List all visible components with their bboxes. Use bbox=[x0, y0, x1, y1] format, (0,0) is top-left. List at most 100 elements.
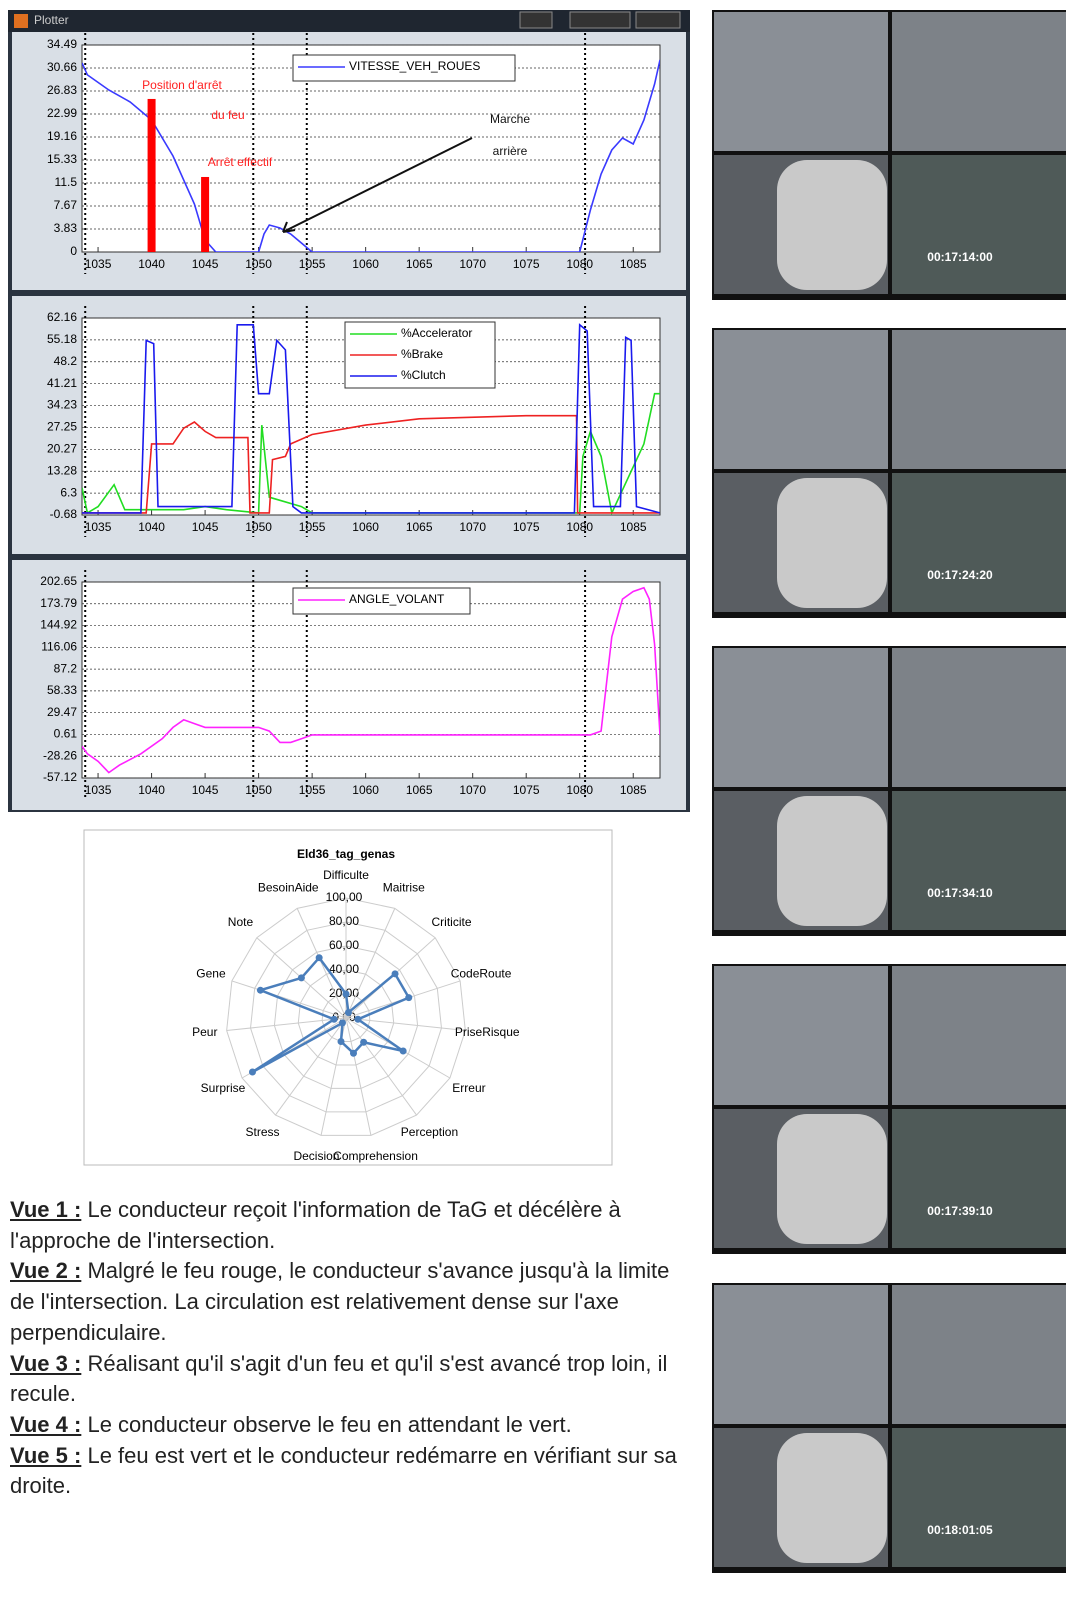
radar-tick-label: 80,00 bbox=[329, 914, 359, 928]
caption-label: Vue 4 : bbox=[10, 1411, 82, 1437]
video-quadrant bbox=[892, 1285, 1066, 1424]
y-tick-label: 3.83 bbox=[54, 221, 78, 235]
x-tick-label: 1080 bbox=[566, 257, 593, 271]
video-quadrant bbox=[892, 648, 1066, 787]
radar-category: CodeRoute bbox=[451, 966, 512, 980]
radar-spoke bbox=[231, 980, 347, 1019]
caption-label: Vue 5 : bbox=[10, 1442, 82, 1468]
x-tick-label: 1080 bbox=[566, 783, 593, 797]
y-tick-label: 34.49 bbox=[47, 37, 77, 51]
y-tick-label: 173.79 bbox=[40, 596, 77, 610]
x-tick-label: 1065 bbox=[406, 783, 433, 797]
app-icon bbox=[14, 14, 28, 28]
data-line bbox=[82, 392, 660, 515]
blurred-face bbox=[777, 160, 887, 290]
legend-label: ANGLE_VOLANT bbox=[349, 592, 445, 606]
radar-point bbox=[344, 1009, 352, 1017]
x-tick-label: 1045 bbox=[192, 257, 219, 271]
x-tick-label: 1075 bbox=[513, 257, 540, 271]
y-tick-label: 0.61 bbox=[54, 727, 78, 741]
stop-marker bbox=[201, 176, 210, 252]
radar-category: Perception bbox=[401, 1125, 458, 1139]
radar-spoke bbox=[275, 1017, 347, 1116]
y-tick-label: 29.47 bbox=[47, 705, 77, 719]
radar-point bbox=[349, 1049, 357, 1057]
video-quadrant bbox=[714, 330, 888, 469]
caption-text: Le feu est vert et le conducteur redémar… bbox=[10, 1442, 677, 1499]
annotation: Arrêt effectif bbox=[208, 155, 273, 169]
video-quadrant bbox=[892, 473, 1066, 612]
radar-category: PriseRisque bbox=[455, 1025, 520, 1039]
radar-grid bbox=[226, 897, 466, 1136]
legend-box bbox=[292, 587, 471, 615]
plot-area bbox=[81, 581, 661, 779]
x-tick-label: 1050 bbox=[245, 257, 272, 271]
y-tick-label: 30.66 bbox=[47, 60, 77, 74]
radar-spoke bbox=[345, 1017, 466, 1032]
x-tick-label: 1055 bbox=[299, 783, 326, 797]
radar-category: Erreur bbox=[452, 1081, 485, 1095]
y-tick-label: 15.33 bbox=[47, 152, 77, 166]
video-quadrant bbox=[892, 791, 1066, 930]
y-tick-label: -0.68 bbox=[50, 507, 78, 521]
captions: Vue 1 : Le conducteur reçoit l'informati… bbox=[10, 1195, 690, 1502]
timestamp: 00:17:34:10 bbox=[927, 886, 993, 900]
radar-point bbox=[391, 970, 399, 978]
x-tick-label: 1060 bbox=[352, 257, 379, 271]
y-tick-label: -57.12 bbox=[43, 770, 77, 784]
video-quadrant bbox=[892, 330, 1066, 469]
y-tick-label: 11.5 bbox=[55, 175, 78, 189]
close-button[interactable] bbox=[635, 11, 681, 29]
radar-point bbox=[297, 974, 305, 982]
legend-label: %Accelerator bbox=[401, 326, 472, 340]
radar-category: Surprise bbox=[201, 1081, 246, 1095]
radar-grid bbox=[297, 969, 395, 1066]
radar-category: Gene bbox=[196, 966, 226, 980]
radar-point bbox=[360, 1038, 368, 1046]
radar-spoke bbox=[345, 1017, 372, 1136]
legend-label: VITESSE_VEH_ROUES bbox=[349, 59, 480, 73]
caption-label: Vue 2 : bbox=[10, 1258, 82, 1284]
radar-point bbox=[338, 1019, 346, 1027]
x-tick-label: 1070 bbox=[459, 783, 486, 797]
video-quadrant bbox=[714, 648, 888, 787]
y-tick-label: 144.92 bbox=[40, 618, 77, 632]
x-tick-label: 1045 bbox=[192, 783, 219, 797]
x-tick-label: 1075 bbox=[513, 783, 540, 797]
y-tick-label: -28.26 bbox=[43, 748, 77, 762]
video-quadrant bbox=[892, 12, 1066, 151]
radar-category: Peur bbox=[192, 1025, 217, 1039]
legend-box bbox=[344, 321, 496, 389]
y-tick-label: 34.23 bbox=[47, 398, 77, 412]
radar-spoke bbox=[345, 908, 396, 1019]
radar-category: BesoinAide bbox=[258, 880, 319, 894]
x-tick-label: 1065 bbox=[406, 257, 433, 271]
x-tick-label: 1040 bbox=[138, 257, 165, 271]
x-tick-label: 1050 bbox=[245, 520, 272, 534]
radar-box bbox=[83, 829, 613, 1166]
data-line bbox=[82, 586, 660, 774]
radar-grid bbox=[321, 993, 371, 1042]
blurred-face bbox=[777, 478, 887, 608]
x-tick-label: 1055 bbox=[299, 257, 326, 271]
annotation: Position d'arrêt bbox=[142, 78, 222, 92]
x-tick-label: 1045 bbox=[192, 520, 219, 534]
min-max-button[interactable] bbox=[569, 11, 631, 29]
radar-point bbox=[354, 1015, 362, 1023]
video-quadrant bbox=[714, 966, 888, 1105]
timestamp: 00:17:39:10 bbox=[927, 1204, 993, 1218]
radar-point bbox=[256, 986, 264, 994]
restore-button[interactable] bbox=[519, 11, 553, 29]
x-tick-label: 1050 bbox=[245, 783, 272, 797]
y-tick-label: 58.33 bbox=[47, 683, 77, 697]
video-quadrant bbox=[892, 155, 1066, 294]
radar-point bbox=[337, 1037, 345, 1045]
caption-label: Vue 1 : bbox=[10, 1197, 82, 1222]
radar-point bbox=[330, 1015, 338, 1023]
timestamp: 00:17:14:00 bbox=[927, 250, 993, 264]
radar-tick-label: 60,00 bbox=[329, 938, 359, 952]
radar-category: Stress bbox=[246, 1125, 280, 1139]
y-tick-label: 55.18 bbox=[47, 332, 77, 346]
